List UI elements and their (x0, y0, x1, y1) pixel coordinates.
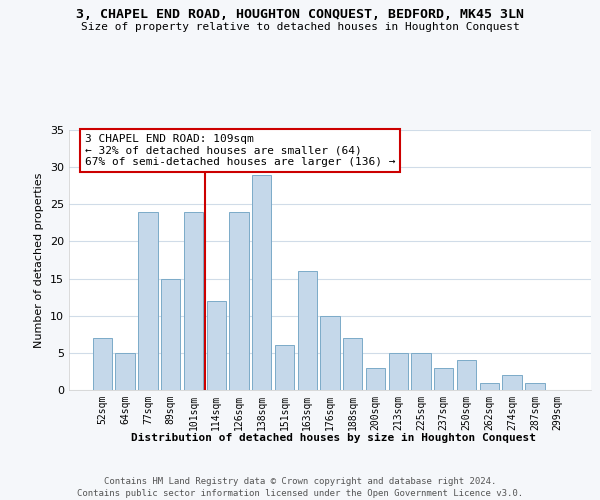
Bar (229, 212, 248, 390)
Bar (525, 382, 545, 390)
Bar (138, 212, 158, 390)
Bar (434, 368, 454, 390)
Text: 3, CHAPEL END ROAD, HOUGHTON CONQUEST, BEDFORD, MK45 3LN: 3, CHAPEL END ROAD, HOUGHTON CONQUEST, B… (76, 8, 524, 20)
Text: Contains HM Land Registry data © Crown copyright and database right 2024.: Contains HM Land Registry data © Crown c… (104, 478, 496, 486)
Text: Distribution of detached houses by size in Houghton Conquest: Distribution of detached houses by size … (131, 432, 536, 442)
Bar (275, 346, 294, 390)
Bar (252, 174, 271, 390)
Bar (161, 278, 181, 390)
Y-axis label: Number of detached properties: Number of detached properties (34, 172, 44, 348)
Bar (320, 316, 340, 390)
Bar (502, 375, 522, 390)
Text: Contains public sector information licensed under the Open Government Licence v3: Contains public sector information licen… (77, 489, 523, 498)
Bar (412, 353, 431, 390)
Text: Size of property relative to detached houses in Houghton Conquest: Size of property relative to detached ho… (80, 22, 520, 32)
Bar (457, 360, 476, 390)
Bar (366, 368, 385, 390)
Bar (479, 382, 499, 390)
Bar (343, 338, 362, 390)
Bar (115, 353, 135, 390)
Bar (184, 212, 203, 390)
Bar (389, 353, 408, 390)
Bar (298, 271, 317, 390)
Bar (93, 338, 112, 390)
Text: 3 CHAPEL END ROAD: 109sqm
← 32% of detached houses are smaller (64)
67% of semi-: 3 CHAPEL END ROAD: 109sqm ← 32% of detac… (85, 134, 395, 167)
Bar (206, 301, 226, 390)
